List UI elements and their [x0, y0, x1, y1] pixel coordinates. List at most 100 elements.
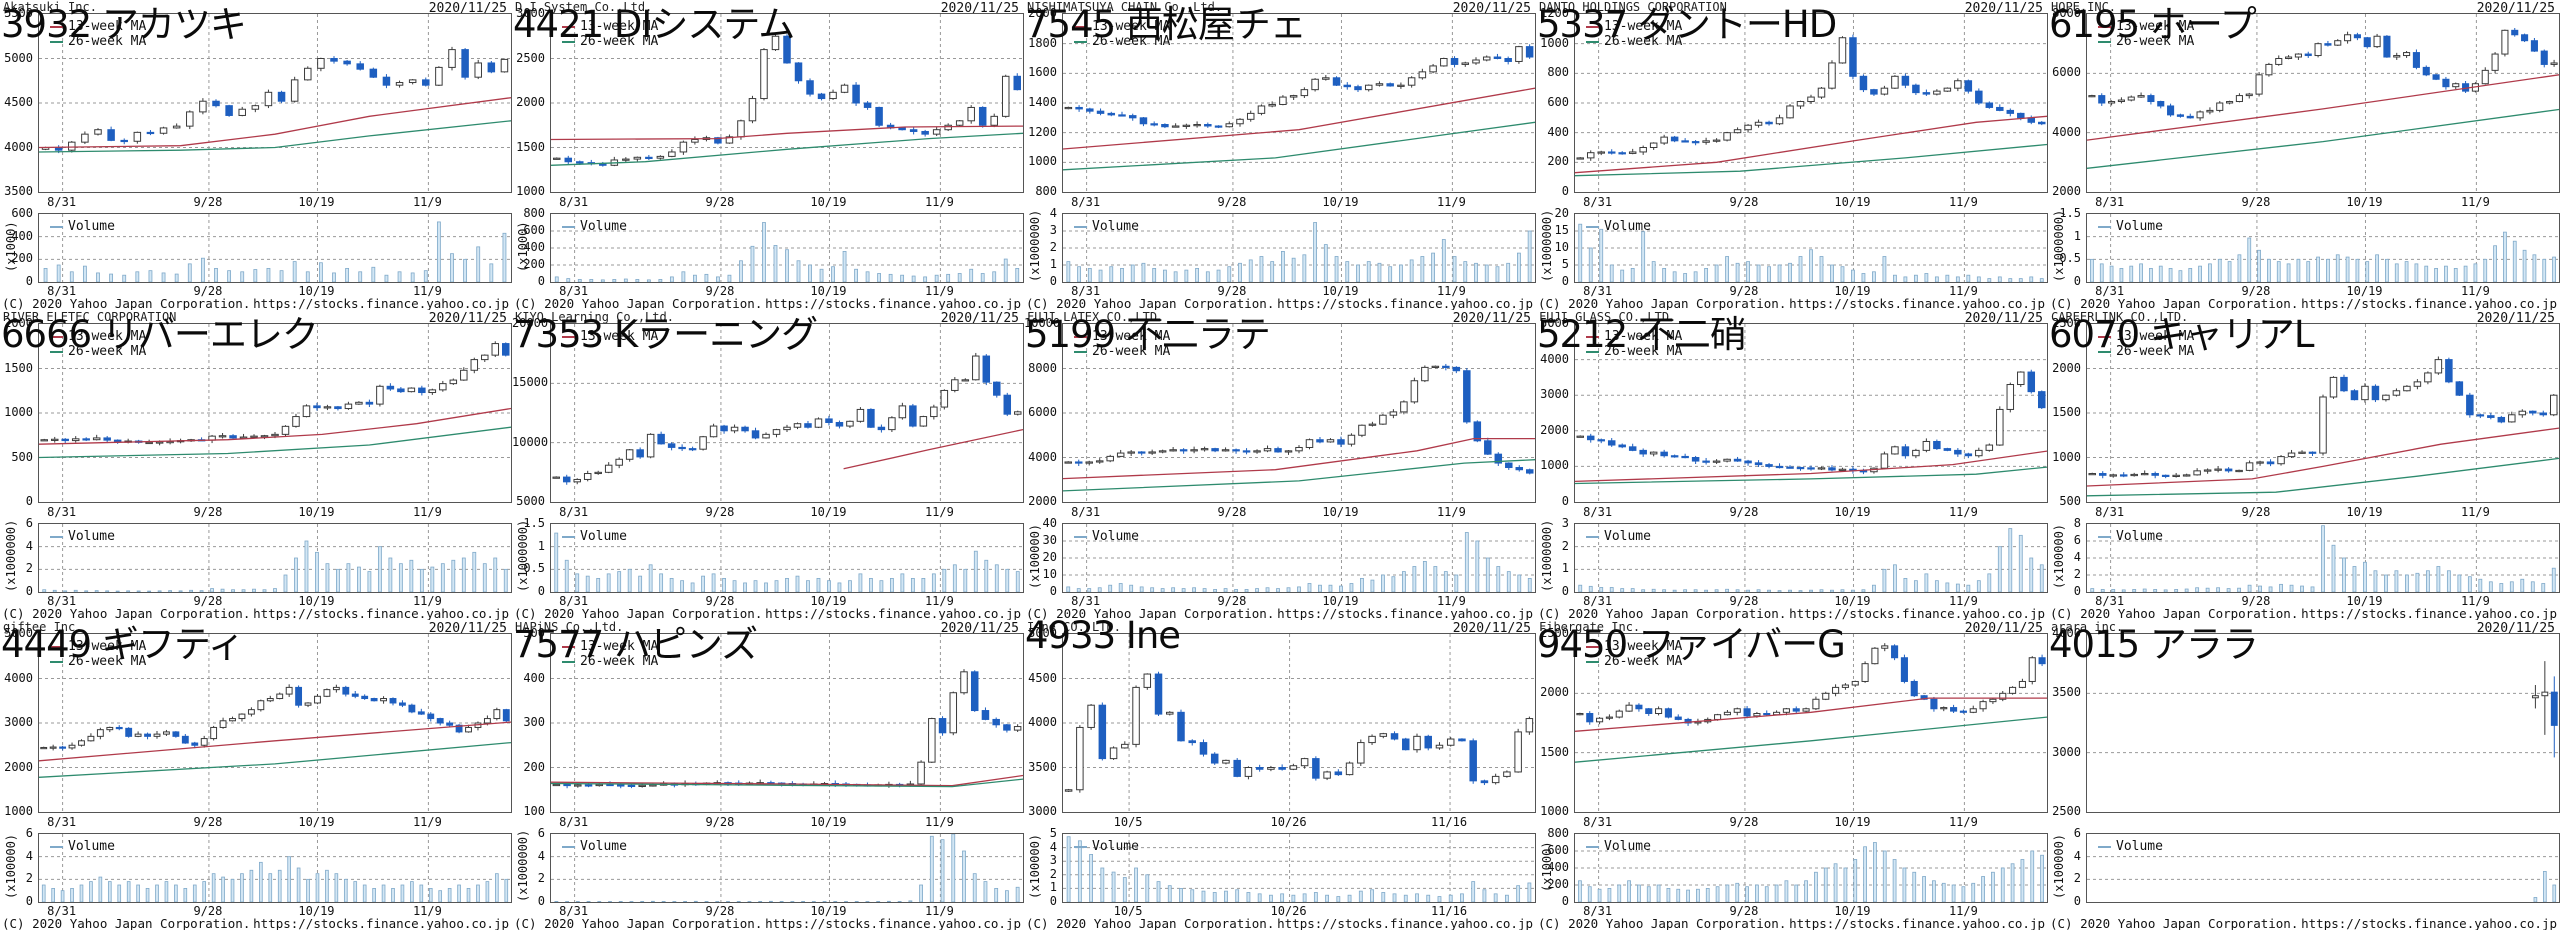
stock-chart-cell[interactable]: Fibergate Inc. 9450 ファイバーG 2020/11/25 13…: [1536, 620, 2048, 930]
volume-unit-label: (x1000000): [2052, 209, 2066, 282]
price-y-tick-label: 3000: [2052, 744, 2081, 759]
chart-date: 2020/11/25: [2476, 311, 2555, 326]
stock-chart-cell[interactable]: giftee Inc. 4449 ギフティ 2020/11/25 13-week…: [0, 620, 512, 930]
price-x-tick-label: 8/31: [47, 815, 77, 829]
volume-plot: Volume: [2086, 213, 2560, 283]
price-y-tick-label: 0: [25, 494, 33, 508]
chart-date: 2020/11/25: [940, 1, 1019, 16]
volume-y-tick-label: 2: [25, 561, 33, 576]
stock-chart-cell[interactable]: arara inc. 4015 アララ 2020/11/25 Volume (x…: [2048, 620, 2560, 930]
legend-label: 26-week MA: [2116, 34, 2195, 49]
price-x-tick-label: 10/19: [1834, 505, 1871, 519]
price-y-tick-label: 4000: [4, 139, 33, 154]
chart-date: 2020/11/25: [1452, 311, 1531, 326]
volume-y-tick-label: 1: [537, 538, 545, 553]
legend-label: 13-week MA: [68, 19, 147, 34]
volume-x-tick-label: 10/19: [810, 284, 847, 298]
volume-y-tick-label: 0: [537, 274, 545, 288]
stock-chart-cell[interactable]: CAREERLINK CO.,LTD. 6070 キャリアL 2020/11/2…: [2048, 310, 2560, 620]
source-url: https://stocks.finance.yahoo.co.jp: [765, 606, 1021, 620]
volume-legend: Volume: [2098, 839, 2163, 854]
chart-title: 7545 西松屋チェ: [1025, 3, 1307, 46]
volume-x-tick-label: 8/31: [559, 284, 589, 298]
price-y-tick-label: 20000: [512, 316, 549, 330]
volume-y-tick-label: 1.5: [2059, 206, 2081, 220]
price-y-tick-label: 6000: [2052, 65, 2081, 80]
price-x-tick-label: 9/28: [1217, 195, 1247, 209]
price-y-tick-label: 2000: [4, 316, 33, 330]
legend-line-sample: [2098, 225, 2111, 228]
legend-line-sample: [50, 40, 63, 43]
legend-label: 26-week MA: [1604, 654, 1683, 669]
volume-chart: [39, 834, 511, 902]
volume-plot: Volume: [1062, 523, 1536, 593]
volume-x-tick-label: 11/9: [412, 284, 442, 298]
source-url: https://stocks.finance.yahoo.co.jp: [1789, 296, 2045, 310]
price-x-tick-label: 10/19: [810, 195, 847, 209]
candlestick-chart: [2087, 14, 2559, 192]
company-name-en: D.I.System Co.,Ltd.: [515, 0, 653, 14]
volume-x-tick-label: 10/19: [298, 284, 335, 298]
legend-line-sample: [50, 350, 63, 353]
price-x-tick-label: 11/9: [1436, 195, 1466, 209]
legend-label: Volume: [1604, 529, 1651, 544]
volume-y-tick-label: 200: [1547, 877, 1569, 891]
price-x-tick-label: 10/19: [1322, 505, 1359, 519]
chart-date: 2020/11/25: [1964, 1, 2043, 16]
volume-y-tick-label: 0: [2073, 274, 2081, 288]
candlestick-chart: [39, 14, 511, 192]
legend-line-sample: [50, 660, 63, 663]
volume-plot: Volume: [38, 213, 512, 283]
legend-line-sample: [1586, 845, 1599, 848]
volume-y-tick-label: 2: [1561, 538, 1569, 553]
stock-chart-cell[interactable]: NISHIMATSUYA CHAIN Co.,Ltd. 7545 西松屋チェ 2…: [1024, 0, 1536, 310]
price-x-tick-label: 8/31: [2095, 505, 2125, 519]
stock-chart-cell[interactable]: HAPiNS Co.,Ltd. 7577 ハピンズ 2020/11/25 13-…: [512, 620, 1024, 930]
company-name-en: DANTO HOLDINGS CORPORATION: [1539, 0, 1727, 14]
stock-chart-cell[interactable]: KIYO Learning Co.,Ltd. 7353 Kラーニング 2020/…: [512, 310, 1024, 620]
volume-y-tick-label: 1: [1049, 880, 1057, 895]
volume-y-tick-label: 200: [11, 251, 33, 266]
legend-line-sample: [2098, 845, 2111, 848]
volume-legend: Volume: [1074, 839, 1139, 854]
stock-chart-cell[interactable]: RIVER ELETEC CORPORATION 6666 リバーエレク 202…: [0, 310, 512, 620]
stock-chart-cell[interactable]: HOPE,INC. 6195 ホープ 2020/11/25 13-week MA…: [2048, 0, 2560, 310]
volume-y-tick-label: 6: [25, 826, 33, 840]
volume-y-tick-label: 2: [2073, 871, 2081, 886]
legend-label: Volume: [580, 839, 627, 854]
volume-x-tick-label: 11/9: [1436, 594, 1466, 608]
stock-chart-cell[interactable]: D.I.System Co.,Ltd. 4421 DIシステム 2020/11/…: [512, 0, 1024, 310]
volume-y-tick-label: 600: [523, 223, 545, 237]
price-y-tick-label: 1500: [516, 139, 545, 154]
ma-legend: 13-week MA 26-week MA: [1586, 639, 1682, 669]
candlestick-chart: [1063, 324, 1535, 502]
volume-chart: [1063, 834, 1535, 902]
volume-chart: [1575, 834, 2047, 902]
volume-x-tick-label: 11/16: [1430, 904, 1468, 918]
price-y-tick-label: 500: [2059, 494, 2081, 508]
chart-title: 4015 アララ: [2049, 623, 2259, 666]
stock-chart-cell[interactable]: DANTO HOLDINGS CORPORATION 5337 ダントーHD 2…: [1536, 0, 2048, 310]
copyright: (C) 2020 Yahoo Japan Corporation.: [514, 296, 763, 310]
source-url: https://stocks.finance.yahoo.co.jp: [253, 916, 509, 930]
legend-label: 13-week MA: [68, 329, 147, 344]
chart-date: 2020/11/25: [940, 621, 1019, 636]
stock-chart-cell[interactable]: Akatsuki Inc. 3932 アカツキ 2020/11/25 13-we…: [0, 0, 512, 310]
company-name-en: KIYO Learning Co.,Ltd.: [515, 310, 674, 324]
volume-y-tick-label: 6: [2073, 533, 2081, 547]
legend-line-sample: [50, 535, 63, 538]
stock-chart-cell[interactable]: I-ne CO.,LTD. 4933 Ine 2020/11/25 Volume…: [1024, 620, 1536, 930]
legend-line-sample: [1586, 660, 1599, 663]
price-y-tick-label: 2000: [1540, 422, 1569, 437]
price-plot: 13-week MA 26-week MA: [2086, 13, 2560, 193]
chart-title: 4933 Ine: [1025, 620, 1181, 657]
volume-y-tick-label: 20: [1554, 206, 1569, 220]
stock-chart-cell[interactable]: FUJI GLASS CO.,LTD. 5212 不二硝 2020/11/25 …: [1536, 310, 2048, 620]
volume-y-tick-label: 0: [537, 894, 545, 908]
price-x-tick-label: 11/9: [412, 815, 442, 829]
stock-chart-cell[interactable]: FUJI LATEX CO.,LTD. 5199 不二ラテ 2020/11/25…: [1024, 310, 1536, 620]
volume-y-tick-label: 4: [1049, 206, 1057, 220]
volume-y-tick-label: 10: [1042, 567, 1057, 581]
source-url: https://stocks.finance.yahoo.co.jp: [2301, 916, 2557, 930]
volume-x-tick-label: 10/19: [2346, 284, 2383, 298]
